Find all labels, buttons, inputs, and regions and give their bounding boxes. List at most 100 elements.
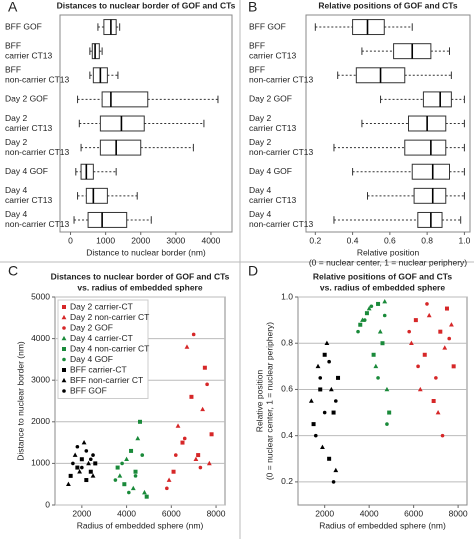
x-axis-label: Distance to nuclear border (nm) [86,247,206,257]
marker [385,422,389,426]
marker [315,363,321,369]
y-tick-label: non-carrier CT13 [249,147,314,157]
marker [334,399,338,403]
legend-label: Day 2 carrier-CT [70,301,133,311]
marker [371,352,376,357]
box [404,139,447,156]
y-tick-label: non-carrier CT13 [249,219,314,229]
marker [336,375,341,380]
marker [442,345,448,350]
marker [327,359,331,364]
marker [90,473,96,478]
marker [75,444,80,449]
marker [313,433,318,438]
marker [88,469,93,474]
y-tick-label: Day 4 [249,209,271,219]
marker [413,318,418,323]
x-tick-label: 2000 [315,508,334,518]
box [99,115,145,132]
panel-label: C [8,263,18,279]
marker [377,329,383,334]
y-tick-label: 1.0 [281,291,293,301]
marker [318,387,323,392]
marker [180,440,185,445]
y-tick-label: Day 4 GOF [249,166,292,176]
y-tick-label: 4000 [31,333,50,343]
marker [440,433,445,438]
x-tick-label: 0 [68,235,73,245]
legend-label: BFF carrier-CT [70,364,127,374]
y-tick-label: 3000 [31,374,50,384]
y-tick-label: 0.2 [281,476,293,486]
marker [324,340,330,346]
chart-title: Distances to nuclear border of GOF and C… [51,271,230,281]
chart-title: Relative positions of GOF and CTs [313,271,452,281]
y-tick-label: carrier CT13 [249,50,297,60]
marker [165,486,169,491]
y-tick-label: carrier CT13 [5,195,53,205]
legend-label: Day 2 non-carrier CT [70,312,149,322]
marker [171,469,176,474]
chart-title: vs. radius of embedded sphere [77,282,202,292]
y-tick-label: 0.8 [281,337,293,347]
x-tick-label: 4000 [201,235,220,245]
chart-title: vs. radius of embedded sphere [320,282,445,292]
marker [409,340,414,346]
y-tick-label: non-carrier CT13 [249,75,314,85]
x-tick-label: 0.4 [347,235,359,245]
y-axis-label: Distance to nuclear border (nm) [15,341,25,461]
panel-label: D [248,263,258,279]
marker [382,313,387,318]
marker [84,449,89,453]
box [99,139,142,156]
legend-label: BFF non-carrier CT [70,375,143,385]
marker [384,386,390,392]
y-tick-label: BFF GOF [5,21,42,31]
marker [209,432,214,437]
y-tick-label: Day 4 [5,209,27,219]
legend-marker [62,368,66,372]
marker [113,478,118,482]
marker [115,465,120,470]
marker [198,465,203,470]
marker [189,394,194,399]
y-tick-label: Day 2 [5,137,27,147]
marker [369,304,374,309]
marker [91,453,95,457]
marker [331,480,336,484]
y-tick-label: Day 2 [5,113,27,123]
marker [184,344,190,349]
x-tick-label: 0.8 [421,235,433,245]
marker [434,376,438,380]
marker [438,329,443,334]
box [413,187,447,204]
marker [426,312,432,318]
box [352,19,385,36]
x-tick-label: 1000 [96,235,115,245]
marker [444,306,449,311]
y-tick-label: BFF [249,65,265,75]
marker [191,332,196,337]
y-tick-label: carrier CT13 [5,50,53,60]
marker [124,456,129,462]
marker [320,444,325,450]
marker [205,382,209,387]
marker [407,329,411,334]
marker [133,474,138,478]
marker [331,410,336,415]
y-tick-label: non-carrier CT13 [5,219,70,229]
legend-marker [62,357,66,362]
marker [431,399,436,403]
x-tick-label: 0.2 [309,235,321,245]
marker [117,473,123,478]
x-tick-label: 4000 [117,508,136,518]
marker [417,386,423,392]
legend-box [57,299,149,399]
box [422,91,452,108]
marker [387,410,392,415]
marker [449,322,454,327]
marker [193,456,199,462]
box [103,19,117,36]
box [85,187,108,204]
marker [75,465,80,470]
